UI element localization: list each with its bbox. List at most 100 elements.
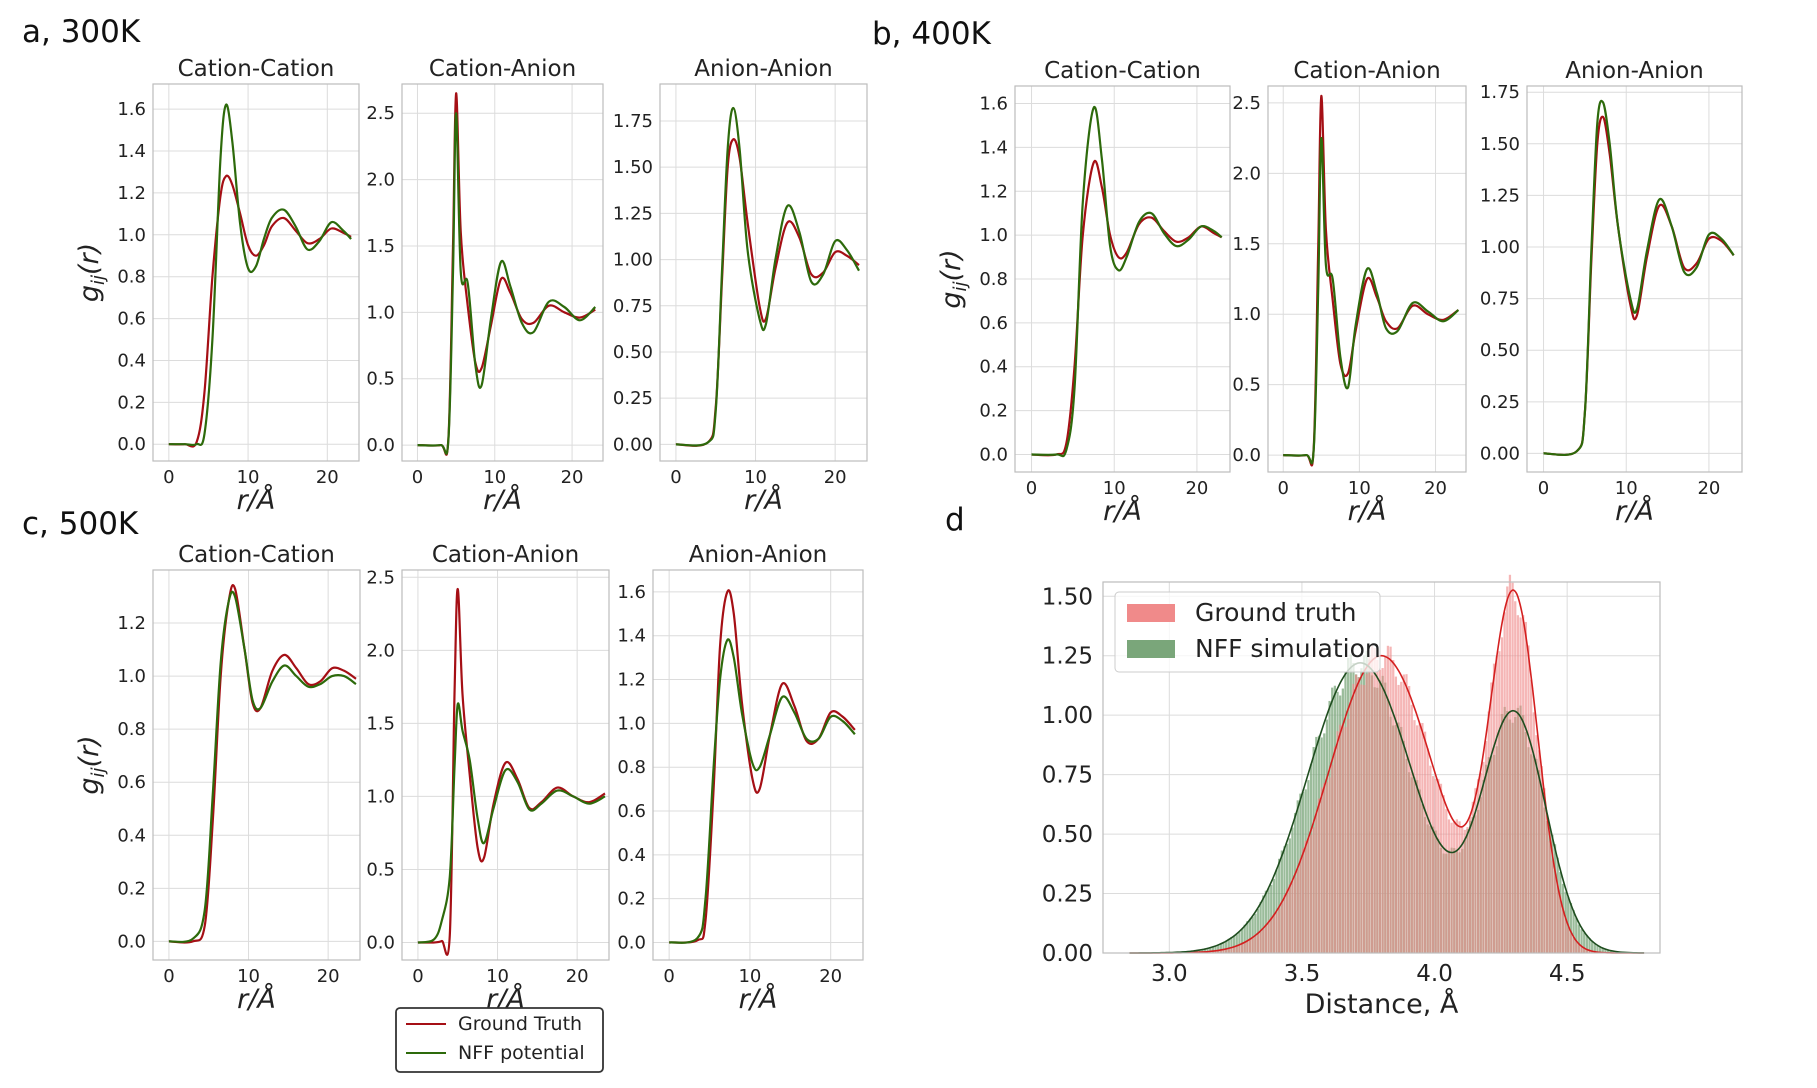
histogram-bar	[1304, 841, 1307, 953]
histogram-bar	[1384, 656, 1387, 953]
y-tick-label: 0.25	[613, 388, 653, 409]
plot-frame	[1526, 85, 1743, 473]
y-tick-label: 1.4	[117, 141, 146, 162]
x-tick-label: 20	[824, 467, 847, 488]
histogram-bar	[1492, 663, 1496, 953]
histogram-bar	[1232, 946, 1236, 953]
x-axis-label: r/Å	[483, 484, 522, 516]
histogram-bar	[1572, 910, 1575, 953]
histogram-bar	[1362, 685, 1366, 953]
histogram-bar	[1471, 801, 1474, 953]
y-tick-label: 0.4	[979, 357, 1008, 378]
y-tick-label: 1.0	[117, 666, 146, 687]
x-tick-label: 10	[1103, 478, 1126, 499]
y-tick-label: 0.25	[1480, 392, 1520, 413]
x-tick-label: 0	[163, 467, 174, 488]
histogram-bar	[1312, 827, 1315, 953]
y-tick-label: 0.6	[617, 801, 646, 822]
plot-frame	[659, 83, 868, 462]
histogram-bar	[1230, 947, 1233, 953]
histogram-bar	[1267, 887, 1270, 953]
ground-truth-histogram	[1201, 574, 1596, 953]
y-tick-label: 0.2	[617, 889, 646, 910]
histogram-bar	[1315, 813, 1318, 953]
histogram-bar	[1577, 943, 1581, 953]
histogram-bar	[1227, 938, 1230, 953]
y-tick-label: 0.8	[117, 267, 146, 288]
legend-ground-truth-label: Ground Truth	[458, 1013, 582, 1035]
histogram-bar	[1222, 949, 1225, 953]
histogram-bar	[1360, 684, 1363, 953]
histogram-bar	[1413, 720, 1416, 953]
x-axis-label: r/Å	[744, 484, 783, 516]
y-tick-label: 1.50	[1042, 584, 1093, 610]
histogram-bar	[1575, 940, 1578, 953]
histogram-bar	[1516, 615, 1520, 953]
x-axis-label: r/Å	[739, 983, 778, 1015]
x-tick-label: 0	[412, 966, 423, 987]
histogram-bar	[1604, 949, 1607, 953]
histogram-bar	[1219, 944, 1222, 953]
histogram-bar	[1230, 937, 1233, 953]
histogram-bar	[1580, 929, 1583, 953]
histogram-bar	[1583, 948, 1586, 953]
histogram-bar	[1206, 948, 1209, 953]
histogram-bar	[1588, 950, 1591, 953]
y-tick-label: 0.25	[1042, 882, 1093, 908]
histogram-bar	[1307, 837, 1310, 953]
histogram-bar	[1548, 841, 1551, 953]
x-tick-label: 4.0	[1416, 961, 1453, 987]
plot-frame	[152, 83, 360, 462]
histogram-bar	[1248, 918, 1252, 953]
histogram-bar	[1368, 656, 1371, 953]
y-tick-label: 1.0	[117, 225, 146, 246]
y-tick-label: 0.5	[366, 859, 395, 880]
histogram-bar	[1259, 902, 1262, 953]
histogram-bar	[1349, 701, 1352, 953]
histogram-bar	[1593, 943, 1596, 953]
nff-series-line	[1031, 105, 1223, 458]
subplot-title: Cation-Anion	[1293, 58, 1440, 84]
x-tick-label: 0	[663, 966, 674, 987]
y-tick-label: 1.5	[366, 236, 395, 257]
x-tick-label: 3.0	[1151, 961, 1188, 987]
y-tick-label: 1.50	[1480, 134, 1520, 155]
y-tick-label: 0.50	[1042, 822, 1093, 848]
subplot-c-cc: 0 10 20 0.0 0.2 0.4 0.6 0.8 1.0 1.2 Cation-Cation r…	[74, 542, 361, 1015]
y-tick-label: 1.75	[613, 111, 653, 132]
y-tick-label: 1.2	[979, 181, 1008, 202]
ground-truth-swatch	[1127, 604, 1175, 622]
y-tick-label: 2.0	[1232, 163, 1261, 184]
x-tick-label: 10	[744, 467, 767, 488]
x-tick-label: 20	[317, 966, 340, 987]
plot-frame	[401, 569, 610, 961]
histogram-bar	[1232, 935, 1236, 953]
histogram-bar	[1537, 750, 1541, 953]
nff-simulation-swatch	[1127, 640, 1175, 658]
y-tick-label: 1.6	[617, 582, 646, 603]
histogram-bar	[1609, 950, 1612, 953]
y-tick-label: 1.2	[117, 183, 146, 204]
x-tick-label: 20	[819, 966, 842, 987]
histogram-bar	[1278, 908, 1281, 953]
histogram-bar	[1575, 917, 1578, 953]
x-tick-label: 0	[1278, 478, 1289, 499]
subplot-title: Anion-Anion	[694, 56, 833, 82]
subplot-title: Anion-Anion	[689, 542, 828, 568]
y-tick-label: 1.25	[1480, 185, 1520, 206]
x-tick-label: 0	[670, 467, 681, 488]
histogram-bar	[1217, 945, 1220, 953]
histogram-bar	[1254, 913, 1257, 953]
histogram-bar	[1211, 951, 1214, 953]
x-axis-label: r/Å	[237, 983, 276, 1015]
histogram-bar	[1222, 942, 1225, 953]
y-tick-label: 1.2	[617, 670, 646, 691]
y-tick-label: 1.75	[1480, 82, 1520, 103]
histogram-bar	[1598, 947, 1602, 953]
histogram-legend-box	[1114, 591, 1381, 673]
histogram-legend: Ground truth NFF simulation	[1114, 591, 1381, 673]
legend: Ground Truth NFF potential	[395, 1007, 604, 1073]
nff-series-line	[417, 702, 606, 944]
y-tick-label: 0.75	[1042, 763, 1093, 789]
x-tick-label: 10	[483, 467, 506, 488]
